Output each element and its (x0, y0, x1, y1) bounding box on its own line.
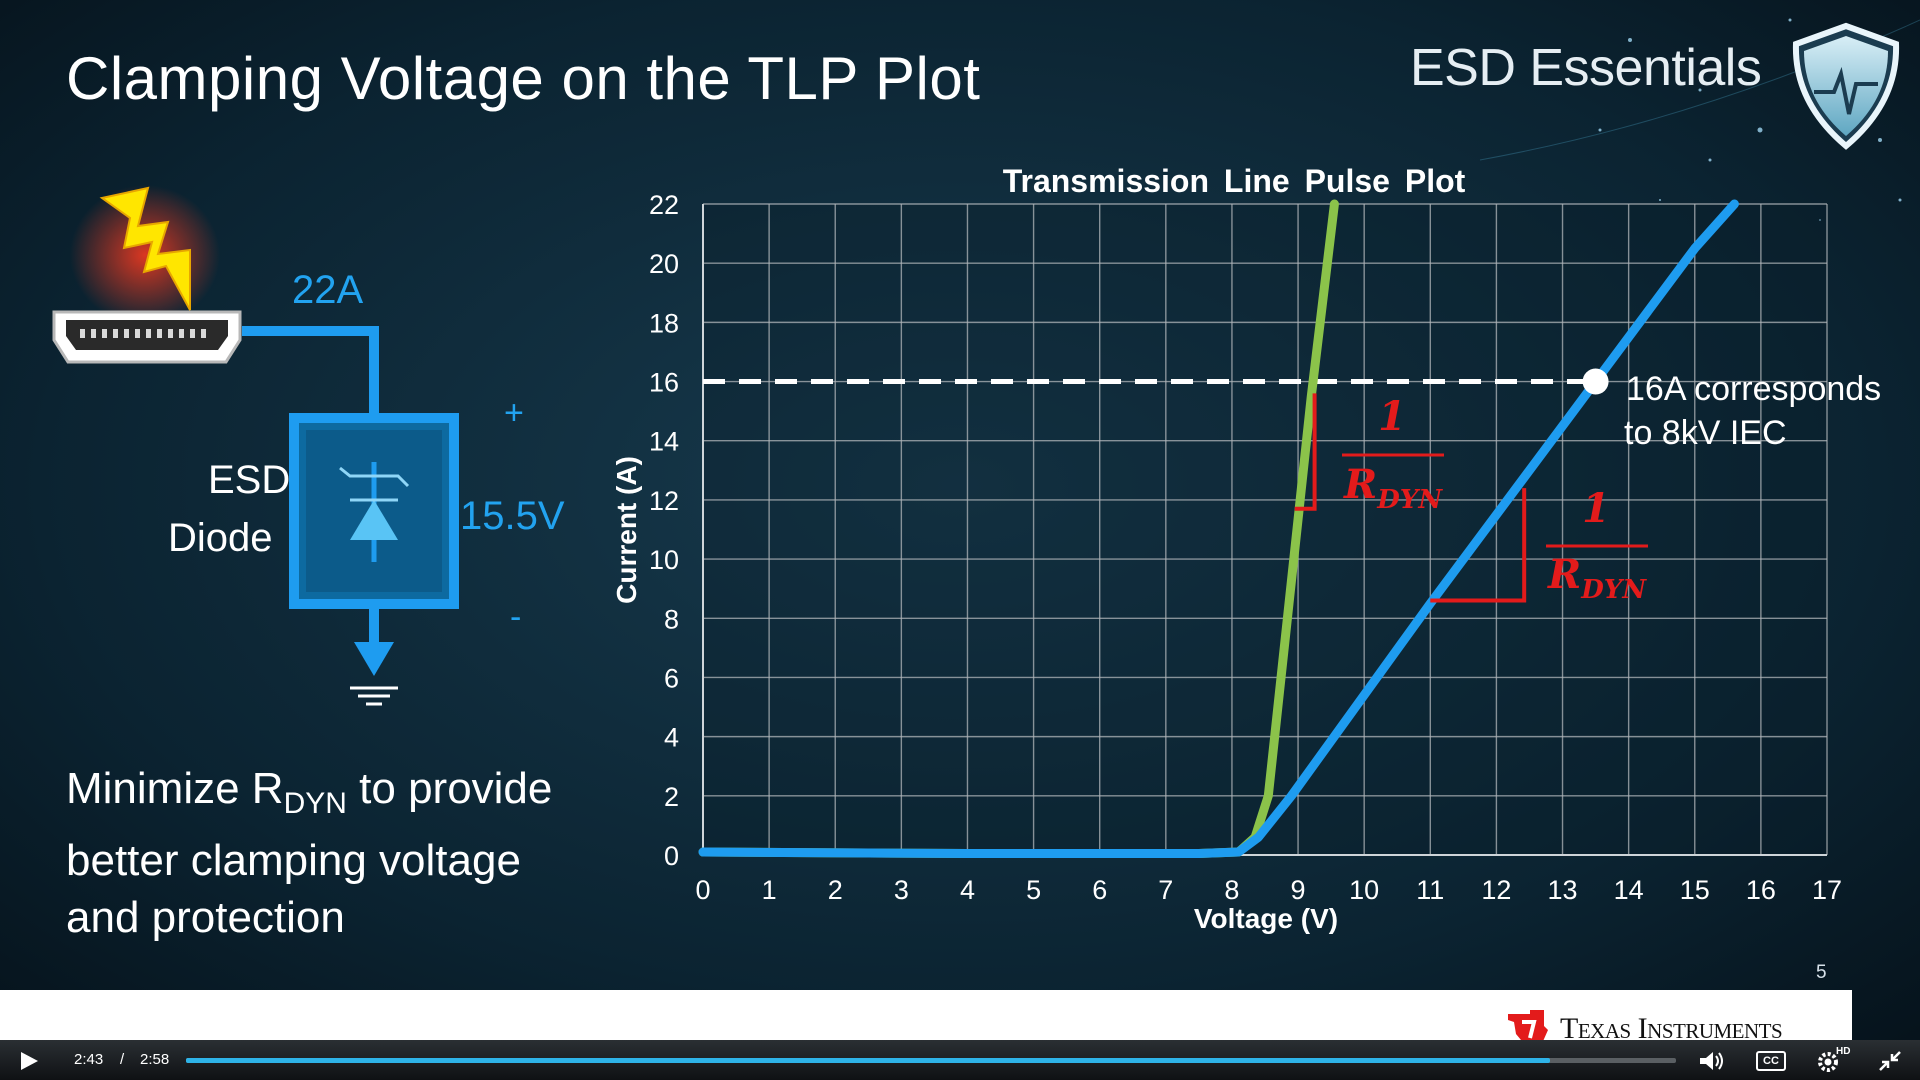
tvs-diode-icon (289, 413, 459, 609)
y-tick-label: 12 (649, 486, 679, 516)
rdyn2-slope-marker (1430, 488, 1527, 603)
x-tick-label: 0 (695, 875, 710, 905)
duration: 2:58 (140, 1051, 170, 1068)
x-tick-label: 14 (1614, 875, 1644, 905)
brand-title: ESD Essentials (1410, 39, 1762, 97)
x-tick-label: 7 (1158, 875, 1173, 905)
y-tick-label: 4 (664, 723, 679, 753)
minimize-sub: DYN (283, 787, 347, 820)
ground-icon (350, 604, 398, 706)
minimize-line2: better clamping voltage (66, 836, 521, 885)
x-tick-label: 16 (1746, 875, 1776, 905)
x-tick-label: 5 (1026, 875, 1041, 905)
marker-label-line2: to 8kV IEC (1624, 414, 1787, 452)
rdyn1-denominator: RDYN (1343, 461, 1443, 515)
diode-label-line2: Diode (168, 516, 273, 560)
rdyn2-numerator: 1 (1582, 485, 1610, 532)
diode-label-line1: ESD (208, 458, 291, 502)
x-tick-label: 2 (828, 875, 843, 905)
minimize-message: Minimize RDYN to provide better clamping… (66, 760, 552, 946)
x-tick-label: 17 (1812, 875, 1842, 905)
minimize-pre: Minimize R (66, 764, 284, 813)
y-tick-label: 18 (649, 308, 679, 338)
progress-fill (186, 1058, 1551, 1063)
volume-icon[interactable] (1698, 1050, 1726, 1072)
x-tick-label: 9 (1291, 875, 1306, 905)
x-tick-label: 10 (1349, 875, 1379, 905)
slide-title: Clamping Voltage on the TLP Plot (66, 45, 981, 112)
hdmi-connector-icon (52, 310, 242, 364)
x-axis-label: Voltage (V) (1194, 903, 1338, 934)
y-tick-label: 10 (649, 545, 679, 575)
plot-area (703, 204, 1827, 855)
y-tick-label: 16 (649, 368, 679, 398)
x-tick-label: 3 (894, 875, 909, 905)
y-tick-label: 0 (664, 841, 679, 871)
y-axis-label: Current (A) (611, 456, 642, 604)
minus-sign: - (510, 598, 522, 636)
marker-label-line1: 16A corresponds (1626, 370, 1881, 408)
clamp-voltage-label: 15.5V (460, 494, 565, 538)
company-name: Texas Instruments (1560, 1012, 1783, 1045)
x-tick-label: 13 (1548, 875, 1578, 905)
slide-number: 5 (1816, 962, 1827, 983)
plus-sign: + (504, 394, 524, 432)
minimize-post: to provide (346, 764, 553, 813)
settings-icon[interactable] (1816, 1049, 1842, 1073)
rdyn1-numerator: 1 (1378, 393, 1406, 440)
chart-title: Transmission Line Pulse Plot (1003, 163, 1466, 199)
x-tick-label: 8 (1224, 875, 1239, 905)
x-tick-label: 11 (1416, 875, 1444, 905)
current-label: 22A (292, 268, 364, 312)
shield-heartbeat-icon (1792, 22, 1900, 150)
marker-16a (1582, 368, 1609, 395)
rdyn2-denominator: RDYN (1547, 551, 1647, 605)
play-icon[interactable] (18, 1050, 40, 1072)
rdyn2-sub: DYN (1580, 575, 1647, 605)
y-tick-label: 6 (664, 663, 679, 693)
y-tick-label: 20 (649, 249, 679, 279)
progress-bar[interactable] (186, 1058, 1676, 1063)
exit-fullscreen-icon[interactable] (1878, 1050, 1902, 1072)
x-tick-label: 6 (1092, 875, 1107, 905)
y-tick-label: 14 (649, 427, 679, 457)
cc-icon[interactable]: CC (1756, 1051, 1786, 1071)
hd-badge: HD (1836, 1046, 1851, 1057)
x-tick-label: 1 (762, 875, 777, 905)
y-tick-label: 2 (664, 782, 679, 812)
y-tick-label: 22 (649, 190, 679, 220)
rdyn1-slope-marker (1294, 393, 1317, 511)
rdyn2-r: R (1547, 551, 1581, 598)
series-line-2 (698, 199, 1739, 859)
rdyn1-r: R (1343, 461, 1377, 508)
x-tick-label: 4 (960, 875, 975, 905)
x-tick-label: 12 (1481, 875, 1511, 905)
ti-logo-icon (1508, 1010, 1548, 1048)
x-tick-label: 15 (1680, 875, 1710, 905)
esd-circuit-diagram (52, 185, 459, 706)
time-separator: / (120, 1051, 125, 1068)
y-tick-label: 8 (664, 604, 679, 634)
lightning-icon (99, 186, 191, 311)
current-time: 2:43 (74, 1051, 104, 1068)
minimize-line3: and protection (66, 893, 345, 942)
rdyn1-sub: DYN (1376, 485, 1443, 515)
